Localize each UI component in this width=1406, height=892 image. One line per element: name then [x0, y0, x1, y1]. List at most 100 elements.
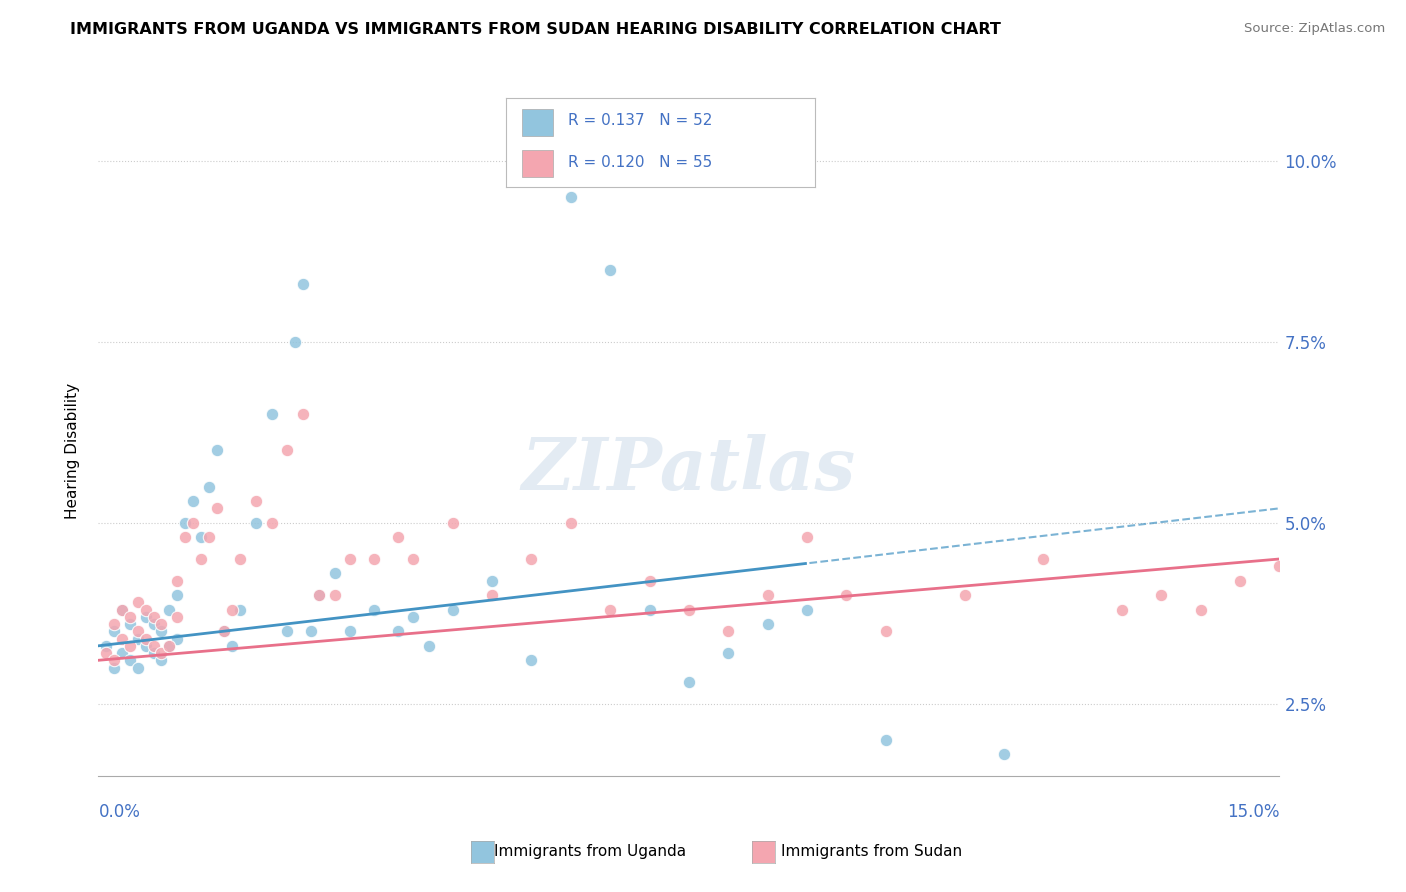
Point	[96, 639, 118, 653]
Point	[214, 624, 236, 639]
Point	[638, 574, 661, 588]
Point	[166, 588, 188, 602]
Text: IMMIGRANTS FROM UGANDA VS IMMIGRANTS FROM SUDAN HEARING DISABILITY CORRELATION C: IMMIGRANTS FROM UGANDA VS IMMIGRANTS FRO…	[70, 22, 1001, 37]
Point	[127, 632, 149, 646]
Point	[363, 552, 385, 566]
Point	[214, 624, 236, 639]
Point	[150, 646, 173, 660]
FancyBboxPatch shape	[522, 150, 553, 177]
Text: ZIPatlas: ZIPatlas	[522, 434, 856, 506]
Point	[197, 480, 219, 494]
Point	[135, 632, 157, 646]
Point	[1150, 588, 1173, 602]
Point	[103, 624, 125, 639]
Point	[441, 516, 464, 530]
Point	[103, 617, 125, 632]
Point	[103, 653, 125, 667]
Point	[678, 602, 700, 616]
Point	[717, 646, 740, 660]
Point	[245, 516, 267, 530]
Point	[796, 530, 818, 544]
Point	[560, 190, 582, 204]
Point	[678, 675, 700, 690]
Point	[292, 407, 315, 421]
FancyBboxPatch shape	[522, 109, 553, 136]
Point	[205, 443, 228, 458]
Point	[260, 516, 283, 530]
Point	[142, 617, 165, 632]
Point	[875, 624, 897, 639]
Point	[103, 660, 125, 674]
Point	[387, 624, 409, 639]
Point	[118, 639, 141, 653]
Point	[481, 574, 503, 588]
Point	[308, 588, 330, 602]
Point	[229, 552, 252, 566]
Point	[599, 262, 621, 277]
Point	[190, 552, 212, 566]
Point	[181, 516, 204, 530]
Point	[339, 552, 361, 566]
Point	[402, 552, 425, 566]
Point	[229, 602, 252, 616]
Point	[1189, 602, 1212, 616]
Point	[118, 653, 141, 667]
Text: R = 0.120   N = 55: R = 0.120 N = 55	[568, 155, 713, 169]
Point	[339, 624, 361, 639]
Point	[190, 530, 212, 544]
Point	[127, 624, 149, 639]
Point	[245, 494, 267, 508]
Point	[835, 588, 858, 602]
Point	[150, 653, 173, 667]
Point	[481, 588, 503, 602]
Point	[142, 610, 165, 624]
Point	[111, 632, 134, 646]
Point	[292, 277, 315, 291]
Point	[599, 602, 621, 616]
Point	[638, 602, 661, 616]
Point	[127, 660, 149, 674]
Point	[96, 646, 118, 660]
Text: 15.0%: 15.0%	[1227, 803, 1279, 821]
Point	[323, 566, 346, 581]
Point	[197, 530, 219, 544]
Point	[166, 610, 188, 624]
Text: Immigrants from Uganda: Immigrants from Uganda	[495, 845, 686, 859]
Point	[221, 602, 243, 616]
Point	[284, 334, 307, 349]
Point	[205, 501, 228, 516]
Point	[520, 552, 543, 566]
Point	[387, 530, 409, 544]
Point	[221, 639, 243, 653]
Point	[142, 646, 165, 660]
Point	[993, 747, 1015, 762]
Point	[363, 602, 385, 616]
Point	[118, 617, 141, 632]
Point	[111, 646, 134, 660]
Point	[276, 443, 298, 458]
Point	[418, 639, 440, 653]
Point	[127, 595, 149, 609]
Point	[299, 624, 322, 639]
Point	[1268, 559, 1291, 574]
Point	[111, 602, 134, 616]
Point	[1032, 552, 1054, 566]
Point	[150, 617, 173, 632]
Point	[560, 516, 582, 530]
Text: Source: ZipAtlas.com: Source: ZipAtlas.com	[1244, 22, 1385, 36]
Text: R = 0.137   N = 52: R = 0.137 N = 52	[568, 113, 713, 128]
Point	[402, 610, 425, 624]
Point	[135, 639, 157, 653]
Point	[756, 588, 779, 602]
Point	[756, 617, 779, 632]
Text: 0.0%: 0.0%	[98, 803, 141, 821]
Point	[150, 624, 173, 639]
Point	[1229, 574, 1251, 588]
Point	[157, 639, 180, 653]
Point	[157, 602, 180, 616]
Point	[166, 574, 188, 588]
Point	[142, 639, 165, 653]
Point	[441, 602, 464, 616]
Point	[520, 653, 543, 667]
Y-axis label: Hearing Disability: Hearing Disability	[65, 383, 80, 518]
